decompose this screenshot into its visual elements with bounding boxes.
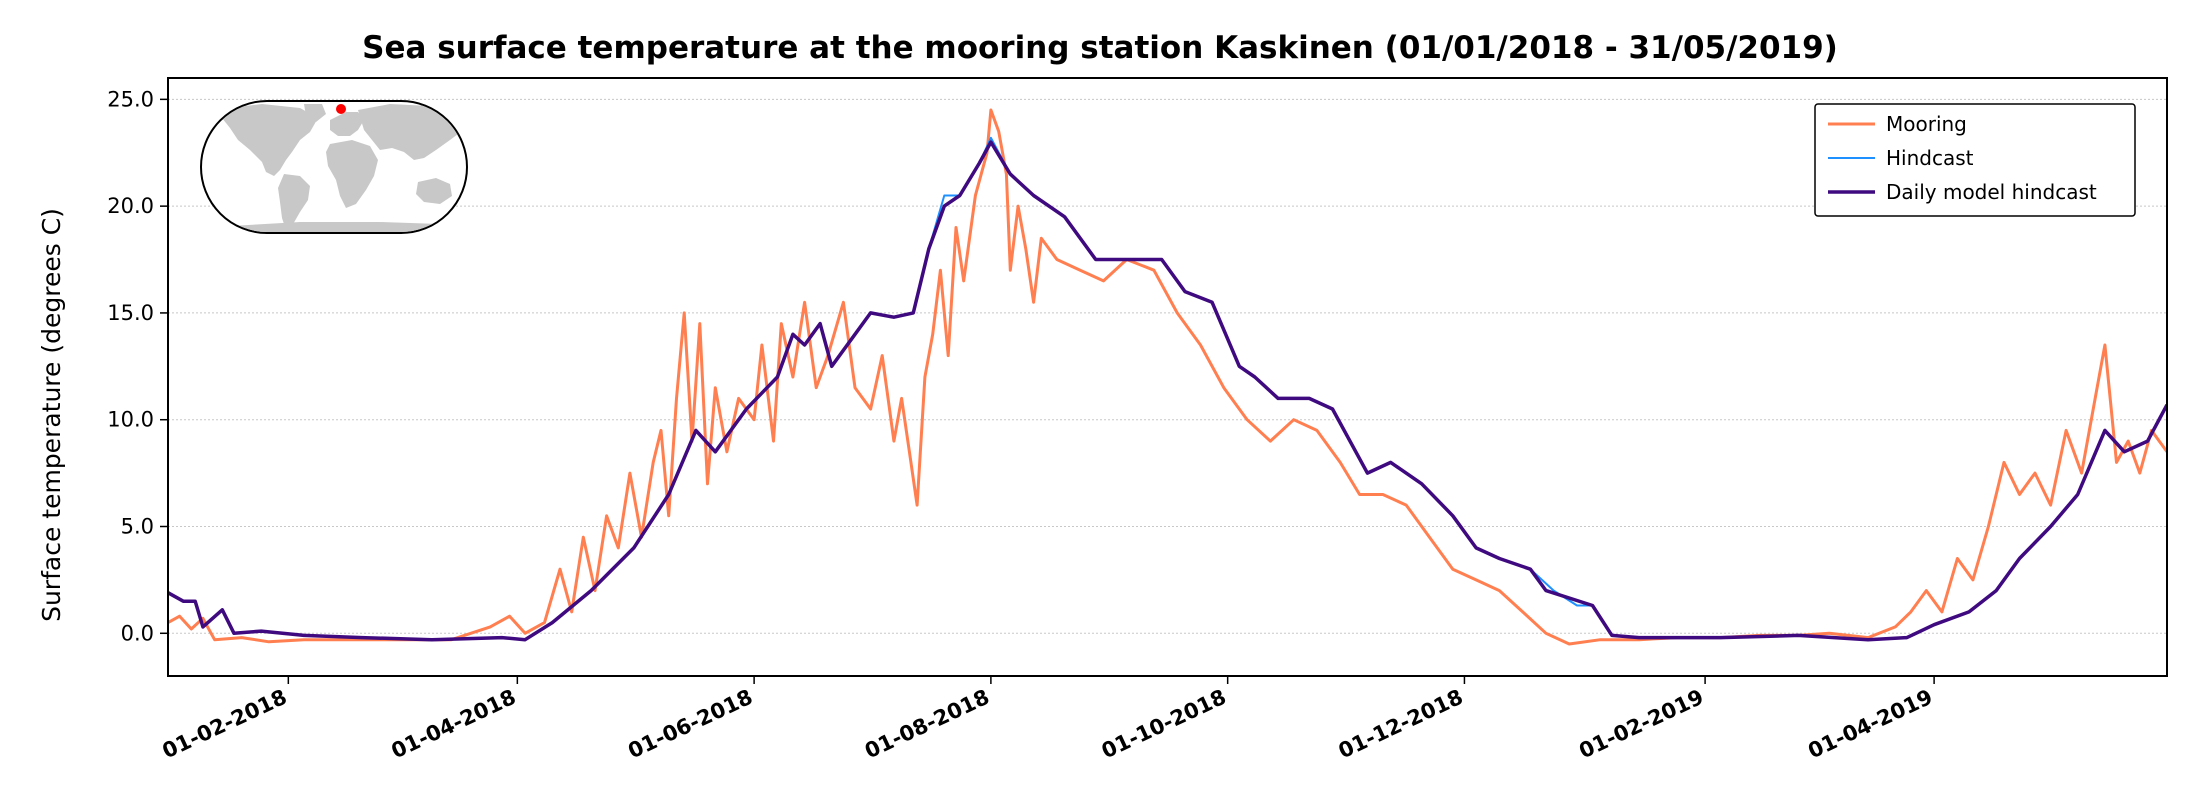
north-america-shape	[222, 104, 318, 176]
y-tick-label: 10.0	[107, 408, 154, 432]
legend-item-daily-model-hindcast: Daily model hindcast	[1828, 180, 2097, 204]
y-tick-label: 15.0	[107, 301, 154, 325]
asia-shape	[358, 104, 466, 160]
y-tick-label: 5.0	[121, 515, 154, 539]
series-line-mooring	[168, 108, 2167, 646]
x-tick-label: 01-02-2018	[159, 685, 291, 764]
series-line-daily-model-hindcast	[168, 140, 2167, 642]
legend-label-hindcast: Hindcast	[1886, 146, 1974, 170]
x-tick-label: 01-04-2019	[1804, 685, 1936, 764]
x-tick-label: 01-10-2018	[1098, 685, 1230, 764]
y-tick-label: 20.0	[107, 194, 154, 218]
legend-label-mooring: Mooring	[1886, 112, 1967, 136]
x-axis: 01-02-2018 01-04-2018 01-06-2018 01-08-2018…	[159, 676, 1936, 764]
europe-shape	[330, 112, 364, 136]
antarctica-shape	[202, 222, 466, 232]
y-axis: 0.0 5.0 10.0 15.0 20.0 25.0	[107, 87, 168, 645]
legend-box	[1814, 103, 2136, 217]
chart-title: Sea surface temperature at the mooring s…	[362, 30, 1838, 66]
y-tick-label: 25.0	[107, 87, 154, 111]
series-layer	[168, 108, 2167, 646]
x-tick-label: 01-12-2018	[1335, 685, 1467, 764]
south-america-shape	[278, 174, 310, 230]
station-marker	[336, 104, 346, 114]
x-tick-label: 01-04-2018	[388, 685, 520, 764]
x-tick-label: 01-08-2018	[861, 685, 993, 764]
legend: Mooring Hindcast Daily model hindcast	[1814, 103, 2136, 217]
legend-item-hindcast: Hindcast	[1828, 146, 1974, 170]
australia-shape	[416, 178, 452, 204]
y-axis-label: Surface temperature (degrees C)	[37, 208, 66, 622]
x-tick-label: 01-06-2018	[624, 685, 756, 764]
plot-frame	[167, 77, 2168, 677]
x-tick-label: 01-02-2019	[1575, 685, 1707, 764]
africa-shape	[326, 140, 378, 208]
inset-world-map	[200, 100, 468, 234]
greenland-shape	[304, 104, 326, 122]
y-tick-label: 0.0	[121, 621, 154, 645]
legend-item-mooring: Mooring	[1828, 112, 1967, 136]
legend-label-daily-model-hindcast: Daily model hindcast	[1886, 180, 2097, 204]
